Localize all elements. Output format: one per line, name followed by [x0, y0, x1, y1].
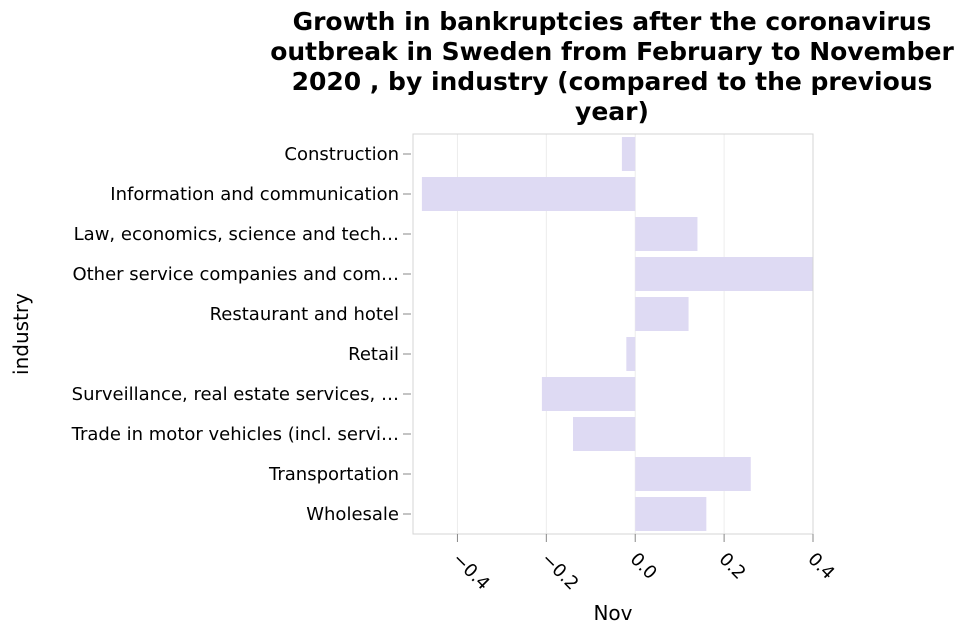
y-tick-label: Law, economics, science and tech… — [74, 224, 399, 245]
bar — [635, 297, 689, 331]
y-tick-label: Restaurant and hotel — [210, 304, 399, 325]
x-tick-label: 0.2 — [715, 549, 750, 584]
bars — [421, 137, 813, 531]
y-tick-label: Trade in motor vehicles (incl. servi… — [71, 424, 399, 445]
x-tick-label: −0.2 — [537, 549, 583, 595]
title-line: 2020 , by industry (compared to the prev… — [292, 67, 933, 96]
y-axis: Construction Information and communicatio… — [71, 144, 411, 525]
title-line: Growth in bankruptcies after the coronav… — [293, 7, 932, 36]
title-line: outbreak in Sweden from February to Nove… — [270, 37, 954, 66]
x-axis-title: Nov — [593, 601, 632, 625]
y-tick-label: Wholesale — [306, 504, 399, 525]
bar — [621, 137, 636, 171]
x-tick-label: 0.4 — [803, 549, 838, 584]
bar — [626, 337, 636, 371]
y-tick-label: Construction — [284, 144, 399, 165]
chart-title: Growth in bankruptcies after the coronav… — [270, 7, 954, 126]
bar — [635, 457, 751, 491]
bar — [573, 417, 636, 451]
bar — [421, 177, 636, 211]
y-tick-label: Surveillance, real estate services, … — [72, 384, 399, 405]
y-tick-label: Retail — [348, 344, 399, 365]
x-axis: −0.4 −0.2 0.0 0.2 0.4 — [448, 534, 839, 594]
bar — [635, 257, 813, 291]
x-tick-label: 0.0 — [626, 549, 661, 584]
y-tick-label: Other service companies and com… — [72, 264, 399, 285]
bar — [541, 377, 636, 411]
title-line: year) — [575, 97, 649, 126]
bar — [635, 497, 707, 531]
y-axis-title: industry — [9, 293, 33, 375]
x-tick-label: −0.4 — [448, 549, 494, 595]
plot-frame — [412, 133, 814, 535]
y-tick-label: Transportation — [268, 464, 399, 485]
bar — [635, 217, 698, 251]
y-tick-label: Information and communication — [110, 184, 399, 205]
